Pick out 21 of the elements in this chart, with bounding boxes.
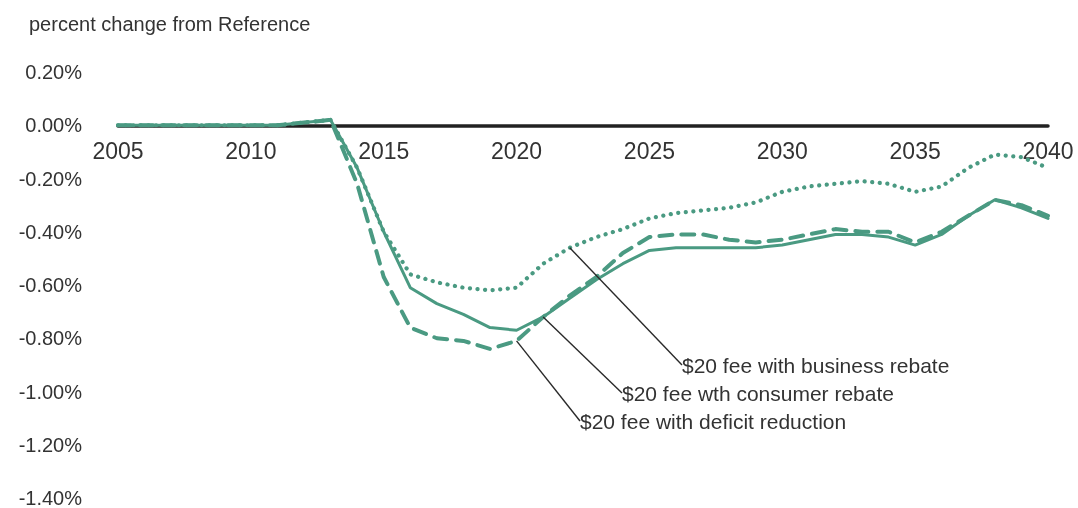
x-tick-label: 2025: [623, 137, 676, 164]
text: $20 fee wth consumer rebate: [622, 381, 894, 405]
text: $20 fee with business rebate: [682, 353, 950, 377]
y-tick-label: -0.60%: [18, 274, 83, 296]
x-tick-label: 2015: [358, 137, 410, 164]
y-tick-label: -0.80%: [18, 327, 83, 350]
x-tick-label: 2020: [490, 137, 543, 164]
y-tick-label: -0.40%: [18, 220, 83, 243]
y-tick-label: 0.00%: [25, 114, 83, 137]
x-tick-label: 2035: [889, 137, 941, 164]
x-tick-label: 2010: [225, 137, 277, 164]
x-tick-label: 2030: [756, 137, 808, 164]
y-tick-label: -1.00%: [18, 380, 83, 403]
y-axis-title: percent change from Reference: [29, 13, 311, 35]
text: $20 fee with deficit reduction: [580, 409, 847, 433]
y-tick-label: -1.20%: [18, 433, 83, 456]
x-tick-label: 2005: [92, 137, 144, 164]
y-tick-label: -1.40%: [18, 487, 83, 508]
y-tick-label: -0.20%: [18, 167, 83, 190]
x-tick-label: 2040: [1022, 137, 1074, 164]
y-tick-label: 0.20%: [25, 61, 83, 83]
